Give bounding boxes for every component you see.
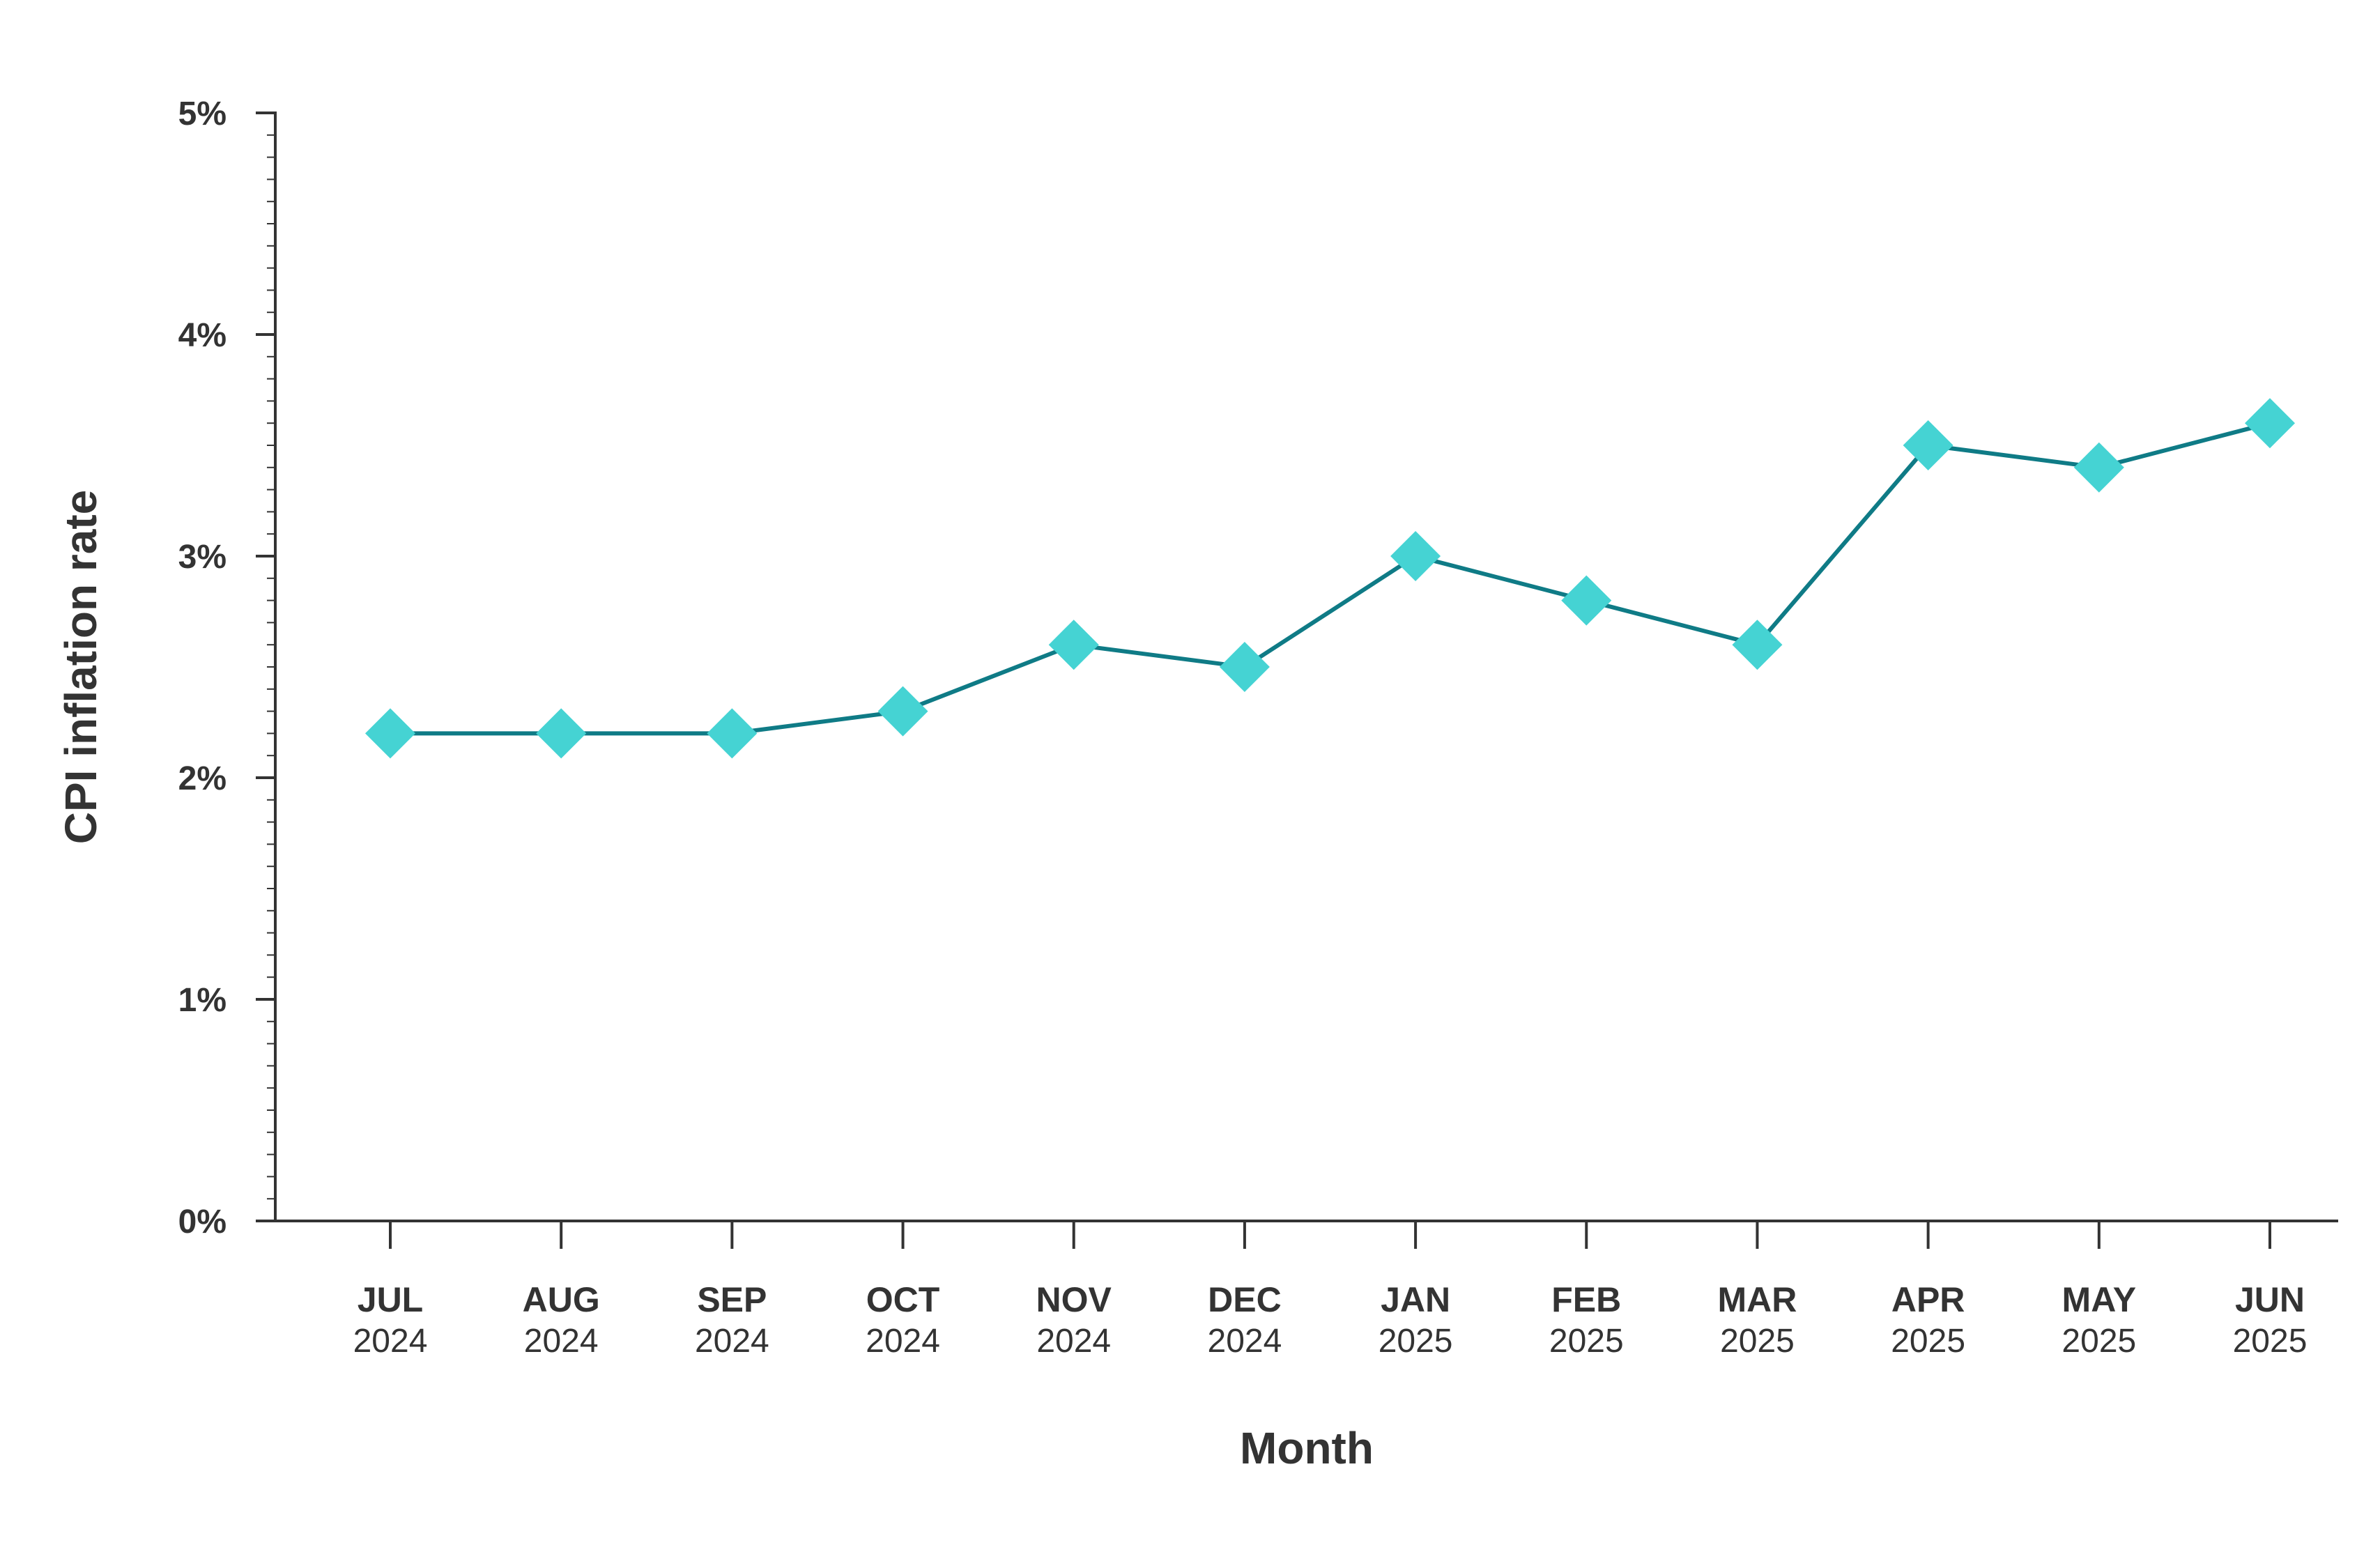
x-ticks: JUL 2024 AUG 2024 SEP 2024 OCT 2024 NOV 2024 DEC 20… (353, 1221, 2308, 1360)
y-tick-label: 0% (178, 1204, 227, 1240)
x-tick-month-label: FEB (1551, 1280, 1621, 1319)
x-tick-year-label: 2024 (695, 1323, 769, 1360)
data-point-marker (365, 708, 415, 759)
data-point-marker (536, 708, 587, 759)
x-tick-year-label: 2024 (1036, 1323, 1111, 1360)
data-point-marker (2245, 398, 2295, 449)
x-tick-year-label: 2025 (1379, 1323, 1453, 1360)
x-tick-month-label: SEP (697, 1280, 767, 1319)
data-point-marker (1732, 620, 1783, 670)
series-line (390, 421, 2271, 736)
x-tick-year-label: 2024 (1208, 1323, 1282, 1360)
x-tick-year-label: 2024 (353, 1323, 428, 1360)
data-point-marker (1903, 420, 1953, 470)
data-point-marker (1561, 575, 1612, 626)
x-tick-month-label: APR (1891, 1280, 1965, 1319)
x-tick-month-label: AUG (523, 1280, 600, 1319)
data-point-marker (2073, 442, 2124, 493)
data-point-marker (1048, 620, 1099, 670)
y-axis-title: CPI inflation rate (56, 490, 106, 845)
x-tick-month-label: NOV (1036, 1280, 1112, 1319)
x-tick-year-label: 2024 (866, 1323, 940, 1360)
y-tick-label: 4% (178, 317, 227, 354)
data-point-marker (1219, 642, 1270, 692)
x-tick-month-label: JAN (1381, 1280, 1450, 1319)
x-tick-year-label: 2025 (1891, 1323, 1965, 1360)
data-point-marker (1390, 531, 1441, 581)
series-layer (365, 398, 2295, 759)
x-tick-month-label: MAR (1718, 1280, 1797, 1319)
x-tick-month-label: MAY (2062, 1280, 2137, 1319)
x-tick-year-label: 2024 (524, 1323, 599, 1360)
data-point-marker (877, 686, 928, 737)
x-tick-year-label: 2025 (1720, 1323, 1795, 1360)
x-tick-month-label: DEC (1208, 1280, 1282, 1319)
x-tick-year-label: 2025 (2233, 1323, 2308, 1360)
y-tick-label: 2% (178, 760, 227, 797)
x-axis-title: Month (1240, 1423, 1374, 1473)
y-tick-label: 1% (178, 982, 227, 1019)
data-point-marker (707, 708, 758, 759)
x-tick-month-label: JUN (2235, 1280, 2305, 1319)
x-tick-month-label: OCT (866, 1280, 940, 1319)
x-tick-month-label: JUL (358, 1280, 423, 1319)
x-tick-year-label: 2025 (2062, 1323, 2136, 1360)
y-tick-label: 3% (178, 539, 227, 576)
x-tick-year-label: 2025 (1549, 1323, 1624, 1360)
y-tick-label: 5% (178, 95, 227, 132)
y-major-ticks: 0% 1% 2% 3% 4% 5% (178, 95, 275, 1240)
